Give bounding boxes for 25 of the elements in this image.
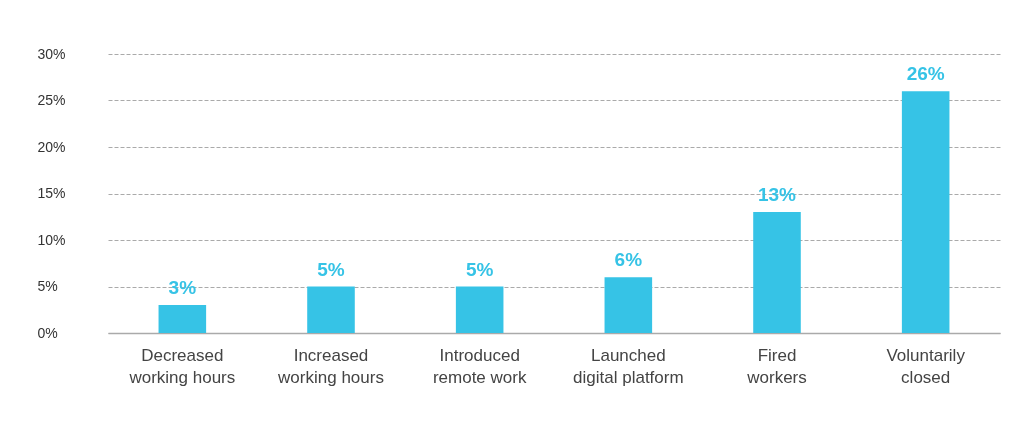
y-tick-label: 5% <box>37 278 58 294</box>
x-tick-label: Launched digital platform <box>573 345 684 387</box>
y-tick-label: 10% <box>37 231 66 248</box>
data-label: 6% <box>614 249 643 271</box>
bar <box>158 305 207 333</box>
y-tick-label: 0% <box>37 324 58 341</box>
bar <box>307 286 355 333</box>
x-tick-label: Fired workers <box>746 345 807 387</box>
x-tick-label: Decreased working hours <box>128 345 236 387</box>
x-tick-label: Increased working hours <box>277 345 384 387</box>
bar <box>753 212 801 333</box>
data-label: 13% <box>757 184 797 206</box>
x-tick-label: Voluntarily closed <box>886 345 966 387</box>
x-tick-label: Introduced remote work <box>432 345 527 387</box>
data-label: 26% <box>906 63 945 85</box>
data-label: 5% <box>465 258 494 280</box>
data-label: 5% <box>317 258 345 280</box>
y-tick-label: 15% <box>37 185 66 201</box>
data-label: 3% <box>168 277 197 299</box>
bar <box>604 277 653 333</box>
y-tick-label: 20% <box>37 138 66 155</box>
y-tick-label: 30% <box>37 45 66 62</box>
y-tick-label: 25% <box>37 92 66 108</box>
bar <box>901 91 950 333</box>
bar <box>455 286 504 333</box>
